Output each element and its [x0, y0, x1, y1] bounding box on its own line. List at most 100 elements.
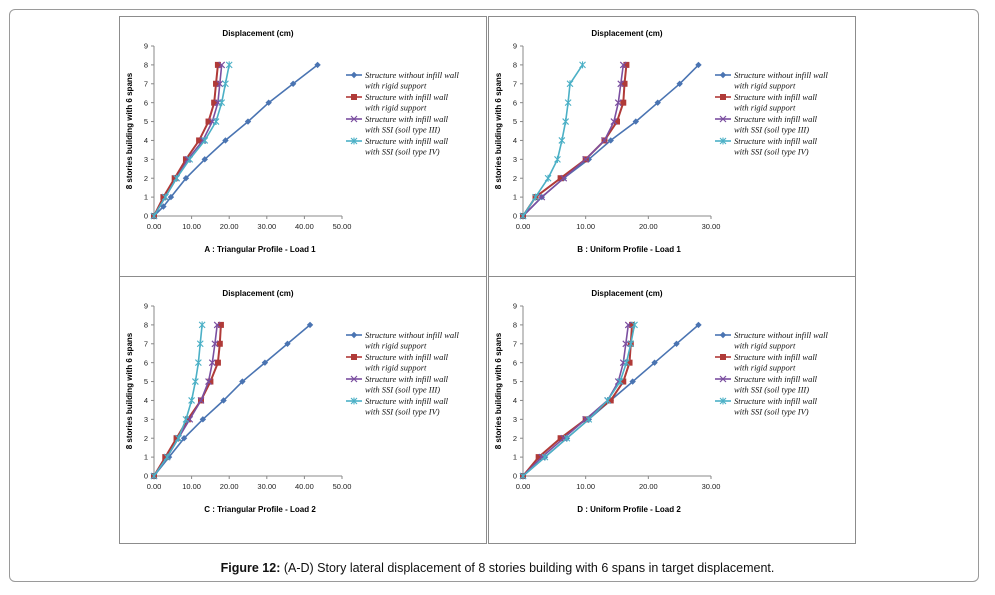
chart-c-data-point: [150, 472, 158, 480]
chart-a-legend-label: Structure with infill wall with rigid sup…: [365, 92, 449, 113]
chart-d-legend-marker: [719, 397, 727, 405]
chart-d-data-point: [627, 340, 635, 348]
chart-b-ytick-label: 3: [513, 155, 517, 164]
chart-d-xtick-label: 30.00: [702, 482, 721, 491]
chart-c-data-point: [284, 340, 291, 347]
chart-a-ytick-label: 9: [144, 42, 148, 51]
chart-c-data-point: [220, 397, 227, 404]
chart-b-data-point: [519, 212, 527, 220]
chart-a-data-point: [212, 118, 220, 126]
chart-c-legend-item: Structure with infill wall with SSI (soil…: [346, 374, 449, 395]
chart-a-data-point: [173, 174, 180, 182]
chart-b-data-point: [614, 99, 622, 107]
chart-b-ytick-label: 5: [513, 117, 517, 126]
chart-a-legend-item: Structure without infill wall with rigid …: [346, 70, 460, 91]
chart-c-xlabel: C : Triangular Profile - Load 2: [204, 505, 316, 514]
chart-c-series-4: [150, 321, 206, 480]
chart-a-data-point: [289, 80, 297, 87]
chart-b-data-point: [538, 193, 546, 201]
chart-b-data-point: [562, 118, 570, 126]
chart-d-legend-marker: [719, 331, 727, 339]
chart-a-data-point: [216, 80, 224, 88]
chart-b-xlabel: B : Uniform Profile - Load 1: [577, 245, 681, 254]
chart-b-ytick-label: 1: [513, 193, 517, 202]
chart-d-legend-marker: [720, 354, 726, 360]
chart-a-data-point: [218, 99, 226, 107]
chart-a-data-point: [182, 175, 190, 182]
figure-caption-text: (A-D) Story lateral displacement of 8 st…: [280, 561, 775, 575]
chart-c-ytick-label: 1: [144, 453, 148, 462]
chart-b-legend-label: Structure with infill wall with SSI (soil…: [734, 136, 818, 157]
chart-a-data-point: [160, 194, 167, 201]
chart-d-data-point: [616, 378, 624, 386]
chart-b-data-point: [560, 174, 568, 182]
chart-d-ytick-label: 4: [513, 396, 517, 405]
chart-c-data-point: [180, 435, 188, 442]
chart-d-title: Displacement (cm): [591, 289, 662, 298]
chart-c-series-line: [153, 324, 218, 477]
chart-a-legend-item: Structure with infill wall with rigid sup…: [346, 92, 449, 113]
chart-a-data-point: [222, 137, 229, 144]
chart-b-xtick-label: 30.00: [702, 222, 721, 231]
chart-b-legend-marker: [719, 115, 727, 123]
chart-b-data-point: [621, 80, 628, 87]
chart-a-series-2: [151, 61, 221, 219]
chart-b-legend-marker: [719, 71, 727, 79]
chart-b-ytick-label: 2: [513, 174, 517, 183]
chart-c-ytick-label: 9: [144, 302, 148, 311]
chart-d-data-point: [626, 359, 633, 366]
chart-b-data-point: [532, 193, 539, 201]
chart-d-series-4: [519, 321, 638, 480]
chart-b-xtick-label: 0.00: [516, 222, 531, 231]
chart-c-legend-marker: [350, 375, 358, 383]
chart-svg-c: Displacement (cm) 8 stories building with…: [125, 289, 460, 514]
chart-c-xtick-label: 20.00: [220, 482, 239, 491]
chart-c-legend-marker: [350, 331, 358, 339]
chart-d-data-point: [673, 340, 680, 347]
chart-a-legend-marker: [350, 115, 358, 123]
chart-a-legend-label: Structure without infill wall with rigid …: [365, 70, 460, 91]
chart-a-xtick-label: 10.00: [182, 222, 201, 231]
chart-a-ytick-label: 8: [144, 60, 148, 69]
chart-b-legend-label: Structure without infill wall with rigid …: [734, 70, 829, 91]
chart-a-data-point: [222, 80, 229, 88]
chart-d-data-point: [607, 397, 614, 404]
chart-c-legend-label: Structure with infill wall with SSI (soil…: [365, 374, 449, 395]
chart-b-data-point: [620, 99, 627, 106]
chart-a-legend-label: Structure with infill wall with SSI (soil…: [365, 114, 449, 135]
chart-d-ytick-label: 3: [513, 415, 517, 424]
chart-c-ytick-label: 3: [144, 415, 148, 424]
chart-c-xtick-label: 40.00: [295, 482, 314, 491]
chart-a-data-point: [225, 61, 233, 69]
chart-b-data-point: [695, 61, 702, 69]
chart-d-ytick-label: 7: [513, 339, 517, 348]
chart-a-ytick-label: 5: [144, 117, 148, 126]
chart-c-data-point: [194, 359, 202, 367]
chart-c-ytick-label: 7: [144, 339, 148, 348]
chart-d-data-point: [624, 321, 632, 329]
chart-d-legend-item: Structure with infill wall with rigid sup…: [715, 352, 818, 373]
chart-c-legend-marker: [351, 354, 357, 360]
chart-a-xlabel: A : Triangular Profile - Load 1: [204, 245, 316, 254]
chart-c-data-point: [196, 340, 204, 348]
chart-c-legend-item: Structure with infill wall with SSI (soil…: [346, 396, 449, 417]
chart-d-legend-item: Structure with infill wall with SSI (soil…: [715, 396, 818, 417]
chart-d-series-2: [520, 321, 636, 479]
chart-a-series-4: [150, 61, 233, 220]
chart-c-legend-label: Structure with infill wall with rigid sup…: [365, 352, 449, 373]
chart-c-xtick-label: 10.00: [182, 482, 201, 491]
chart-c-legend-label: Structure without infill wall with rigid …: [365, 330, 460, 351]
chart-d-data-point: [604, 396, 611, 404]
chart-a-ytick-label: 6: [144, 98, 148, 107]
chart-c-series-1: [150, 321, 314, 480]
chart-a-data-point: [167, 193, 175, 201]
chart-a-data-point: [160, 203, 167, 210]
chart-c-data-point: [197, 397, 205, 404]
chart-c-title: Displacement (cm): [222, 289, 293, 298]
chart-c-data-point: [217, 321, 224, 328]
chart-a-data-point: [213, 80, 220, 87]
chart-b-legend-marker: [720, 94, 726, 100]
chart-d-data-point: [620, 378, 627, 385]
chart-c-ytick-label: 6: [144, 358, 148, 367]
figure-caption-label: Figure 12:: [220, 561, 281, 575]
